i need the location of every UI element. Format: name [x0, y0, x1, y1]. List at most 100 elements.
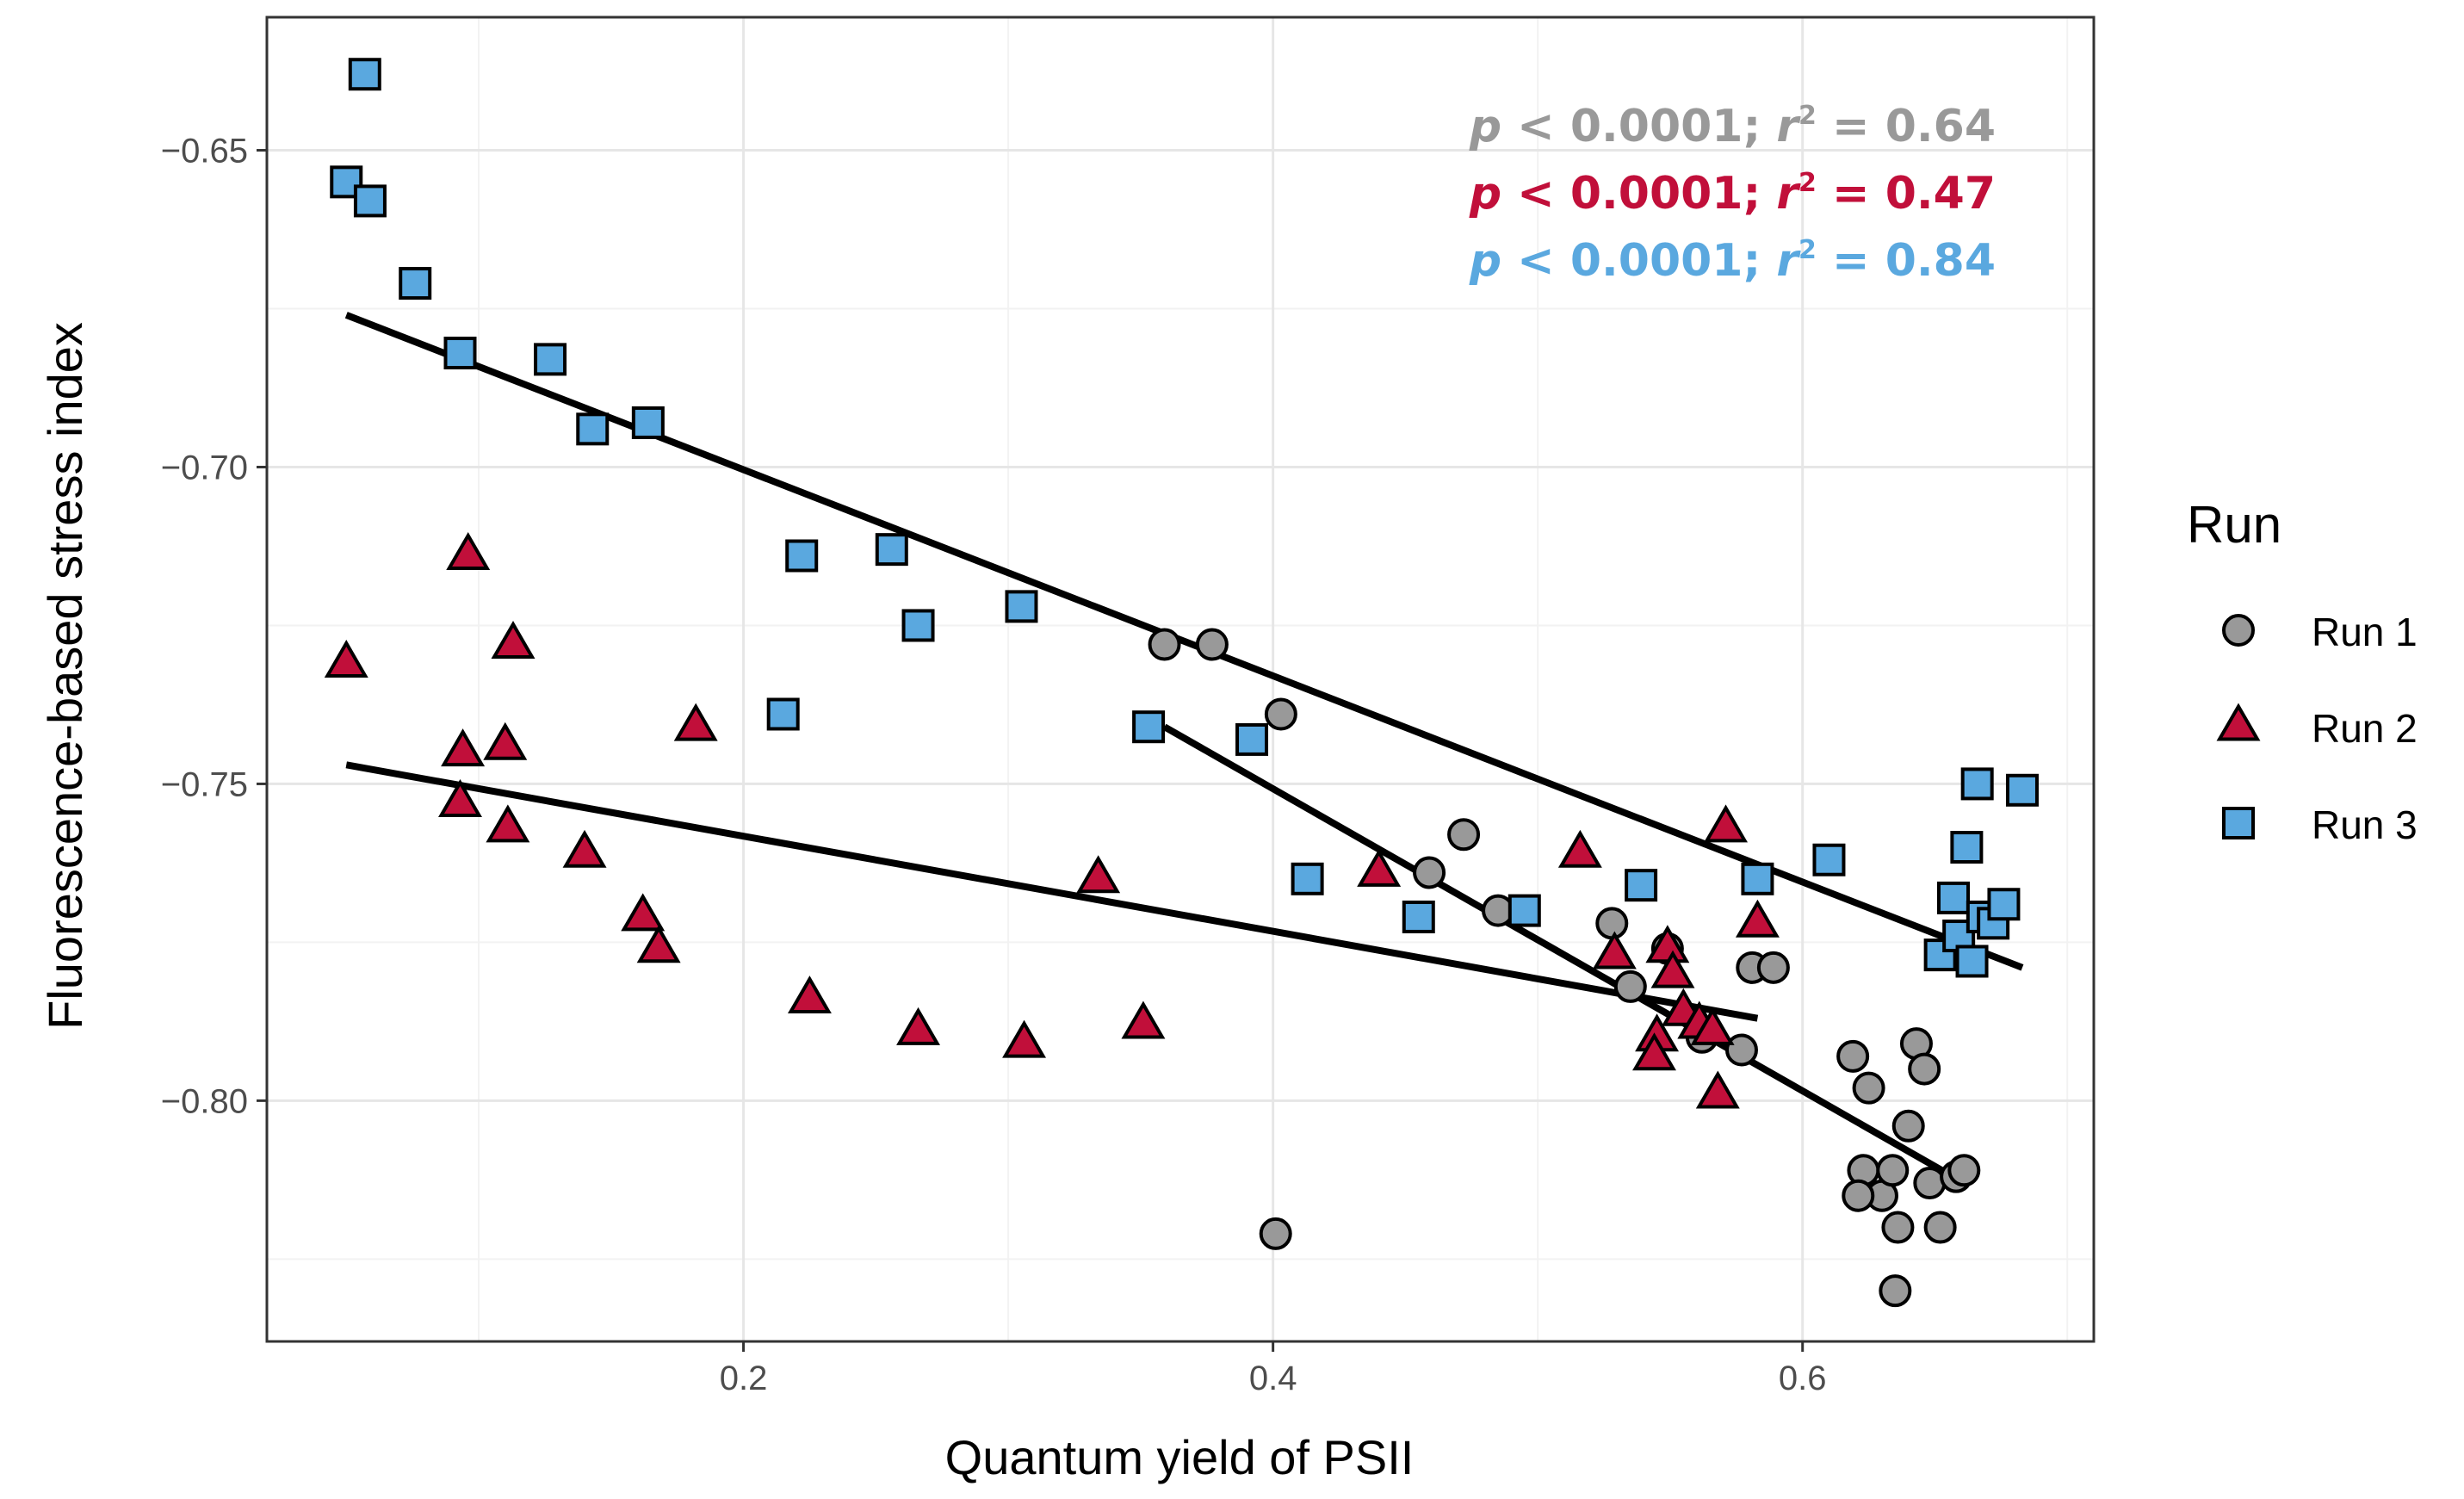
data-point-run2 — [896, 1007, 941, 1045]
data-point-run1 — [1947, 1154, 1981, 1187]
legend: Run Run 1 Run 2 Run 3 — [2187, 496, 2418, 847]
legend-label-run2: Run 2 — [2312, 706, 2418, 751]
data-point-run1 — [1923, 1211, 1957, 1244]
data-point-run3 — [1950, 831, 1984, 864]
data-point-run2 — [1704, 804, 1748, 843]
data-point-run1 — [1879, 1274, 1912, 1308]
data-point-run1 — [1881, 1211, 1915, 1244]
data-point-run1 — [1264, 697, 1297, 731]
data-point-run2 — [483, 722, 528, 760]
data-point-run3 — [1960, 767, 1994, 801]
data-point-run2 — [1357, 848, 1402, 887]
data-point-run3 — [2005, 773, 2039, 807]
stat-run2: p < 0.0001; r2 = 0.47 — [1469, 168, 1996, 220]
data-point-run1 — [1195, 628, 1229, 661]
legend-key-run1 — [2222, 614, 2255, 647]
data-point-run2 — [1076, 855, 1121, 894]
data-point-run3 — [576, 412, 610, 446]
data-point-run3 — [1402, 900, 1435, 933]
data-point-run2 — [636, 925, 681, 963]
data-point-run2 — [1650, 950, 1695, 988]
data-point-run2 — [1695, 1070, 1740, 1109]
data-point-run2 — [1735, 899, 1780, 938]
data-point-run1 — [1908, 1052, 1941, 1086]
data-point-run3 — [1291, 862, 1324, 895]
data-point-run3 — [443, 337, 477, 370]
y-tick-label: −0.65 — [161, 133, 248, 170]
data-point-run3 — [534, 343, 567, 376]
fit-line-run1 — [1162, 723, 1966, 1186]
data-point-run3 — [353, 184, 387, 218]
data-point-run3 — [1923, 938, 1957, 972]
data-point-run3 — [1625, 869, 1658, 902]
data-point-run3 — [1987, 888, 2021, 921]
data-point-run2 — [1121, 1000, 1166, 1039]
data-point-run1 — [1876, 1154, 1910, 1187]
data-point-run1 — [1842, 1179, 1875, 1212]
legend-label-run1: Run 1 — [2312, 610, 2418, 654]
data-point-run2 — [1557, 829, 1602, 868]
data-point-run3 — [1955, 945, 1989, 978]
data-point-run2 — [562, 829, 607, 868]
data-point-run3 — [348, 58, 381, 91]
panel-border — [265, 15, 2096, 1343]
data-point-run1 — [1724, 1033, 1758, 1067]
data-point-run2 — [1592, 931, 1637, 969]
data-point-run1 — [1852, 1071, 1885, 1105]
stat-run1: p < 0.0001; r2 = 0.64 — [1469, 101, 1996, 152]
panel-background — [267, 17, 2094, 1341]
data-point-run3 — [1005, 590, 1038, 623]
data-point-run2 — [787, 976, 832, 1014]
x-tick-label: 0.6 — [1779, 1360, 1827, 1397]
data-point-run2 — [673, 703, 718, 741]
data-point-run2 — [621, 893, 666, 932]
data-point-run3 — [1507, 894, 1541, 927]
data-point-run2 — [1002, 1019, 1047, 1058]
data-point-run1 — [1613, 969, 1647, 1003]
data-point-run1 — [1595, 907, 1629, 940]
data-point-run3 — [901, 609, 935, 642]
data-point-run1 — [1148, 628, 1181, 661]
data-point-run1 — [1447, 818, 1481, 852]
y-tick-label: −0.80 — [161, 1082, 248, 1120]
data-point-run2 — [446, 531, 491, 570]
legend-keys — [2216, 614, 2261, 839]
legend-key-run2 — [2216, 703, 2261, 741]
legend-label-run3: Run 3 — [2312, 802, 2418, 847]
data-point-run3 — [875, 533, 908, 567]
data-point-run2 — [1632, 1032, 1676, 1071]
data-point-run1 — [1413, 856, 1446, 889]
stats-annotations: p < 0.0001; r2 = 0.64 p < 0.0001; r2 = 0… — [1469, 101, 1996, 287]
fit-line-run3 — [344, 312, 2024, 971]
data-point-run1 — [1913, 1167, 1947, 1200]
data-point-run3 — [1812, 843, 1846, 876]
data-point-run2 — [1690, 1007, 1735, 1045]
y-tick-label: −0.75 — [161, 765, 248, 803]
data-point-run3 — [1132, 710, 1166, 744]
x-axis-title: Quantum yield of PSII — [945, 1430, 1415, 1484]
y-axis-title: Fluorescence-based stress index — [38, 322, 92, 1030]
plot-panel: 0.2 0.4 0.6 −0.65 −0.70 −0.75 −0.80 — [161, 15, 2096, 1397]
data-point-run2 — [491, 620, 536, 659]
x-tick-label: 0.2 — [720, 1360, 768, 1397]
legend-title: Run — [2187, 496, 2281, 554]
data-point-run3 — [766, 697, 800, 731]
data-point-run1 — [1259, 1217, 1292, 1250]
data-point-run2 — [441, 728, 486, 767]
data-point-run2 — [486, 804, 530, 843]
data-point-run3 — [1937, 881, 1971, 914]
y-tick-label: −0.70 — [161, 449, 248, 486]
data-point-run2 — [438, 778, 482, 817]
fit-line-run2 — [345, 761, 1759, 1022]
x-tick-label: 0.4 — [1249, 1360, 1297, 1397]
data-point-run1 — [1836, 1039, 1870, 1073]
data-point-run1 — [1891, 1109, 1925, 1143]
data-point-run3 — [631, 406, 665, 439]
data-point-run1 — [1756, 951, 1790, 984]
legend-key-run3 — [2222, 807, 2255, 839]
data-point-run3 — [399, 267, 432, 300]
stat-run3: p < 0.0001; r2 = 0.84 — [1469, 235, 1996, 287]
data-point-run3 — [785, 539, 819, 573]
data-point-run3 — [1741, 862, 1774, 895]
